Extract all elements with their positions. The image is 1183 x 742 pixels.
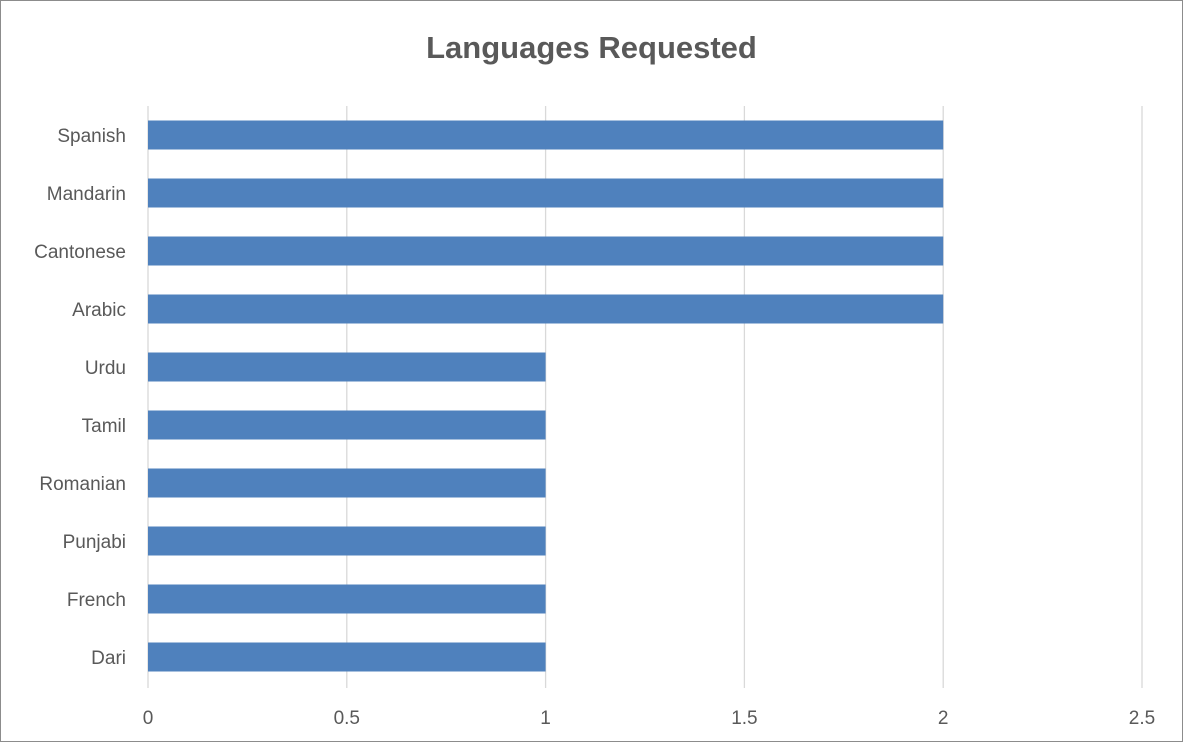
bar: [148, 236, 944, 266]
category-label: French: [67, 590, 126, 611]
category-label: Cantonese: [34, 242, 126, 263]
x-tick-label: 2.5: [1129, 708, 1155, 729]
category-label: Arabic: [72, 300, 126, 321]
bar: [148, 526, 546, 556]
x-axis-ticks: 0 0.5 1 1.5 2 2.5: [143, 708, 1156, 729]
bar: [148, 294, 944, 324]
category-label: Urdu: [85, 358, 126, 379]
bar: [148, 410, 546, 440]
bar: [148, 352, 546, 382]
category-label: Mandarin: [47, 184, 126, 205]
category-label: Romanian: [39, 474, 126, 495]
bar: [148, 178, 944, 208]
category-label: Spanish: [57, 126, 126, 147]
x-tick-label: 1.5: [731, 708, 757, 729]
bar: [148, 584, 546, 614]
bars: [148, 120, 944, 672]
x-tick-label: 1: [540, 708, 551, 729]
chart-title: Languages Requested: [426, 30, 757, 65]
category-label: Punjabi: [63, 532, 126, 553]
category-label: Tamil: [82, 416, 126, 437]
bar: [148, 468, 546, 498]
bar: [148, 120, 944, 150]
category-labels: Spanish Mandarin Cantonese Arabic Urdu Tamil R…: [34, 126, 126, 669]
bar: [148, 642, 546, 672]
x-tick-label: 0.5: [334, 708, 360, 729]
category-label: Dari: [91, 648, 126, 669]
x-tick-label: 0: [143, 708, 154, 729]
x-tick-label: 2: [938, 708, 949, 729]
